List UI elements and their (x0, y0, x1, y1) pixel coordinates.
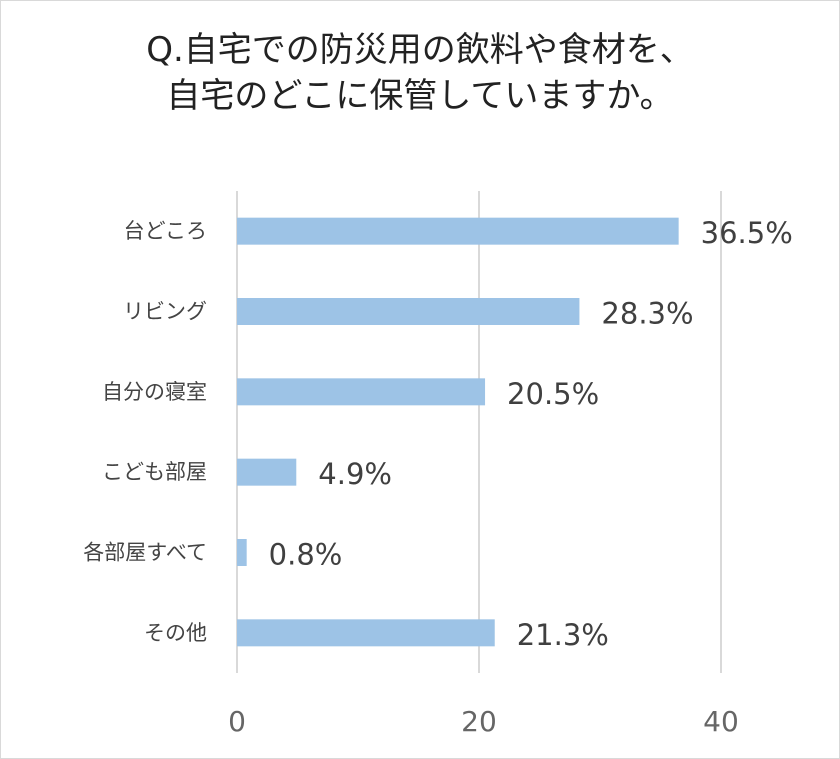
bar-4 (237, 458, 297, 486)
x-tick-label-0: 0 (228, 705, 246, 738)
bar-2 (237, 298, 580, 325)
value-label-2: 28.3% (601, 297, 693, 331)
value-label-6: 21.3% (517, 618, 609, 652)
category-label-3: 自分の寝室 (102, 380, 207, 404)
chart-title-line-1: Q.自宅での防災用の飲料や食材を、 (146, 30, 694, 70)
category-label-1: 台どころ (124, 219, 207, 243)
value-label-3: 20.5% (507, 377, 599, 411)
value-label-1: 36.5% (701, 216, 793, 250)
category-label-6: その他 (144, 621, 207, 645)
x-tick-label-20: 20 (461, 705, 497, 738)
bar-6 (237, 619, 495, 647)
bar-5 (237, 539, 247, 566)
x-tick-label-40: 40 (703, 705, 739, 738)
category-label-4: こども部屋 (102, 460, 207, 484)
category-label-2: リビング (123, 300, 207, 324)
value-label-4: 4.9% (318, 457, 392, 491)
chart-title: Q.自宅での防災用の飲料や食材を、 自宅のどこに保管していますか。 (1, 27, 839, 119)
category-label-5: 各部屋すべて (83, 541, 207, 565)
value-label-5: 0.8% (269, 538, 343, 572)
bar-3 (237, 378, 486, 406)
chart-title-line-2: 自宅のどこに保管していますか。 (166, 76, 674, 116)
bar-1 (237, 217, 679, 245)
